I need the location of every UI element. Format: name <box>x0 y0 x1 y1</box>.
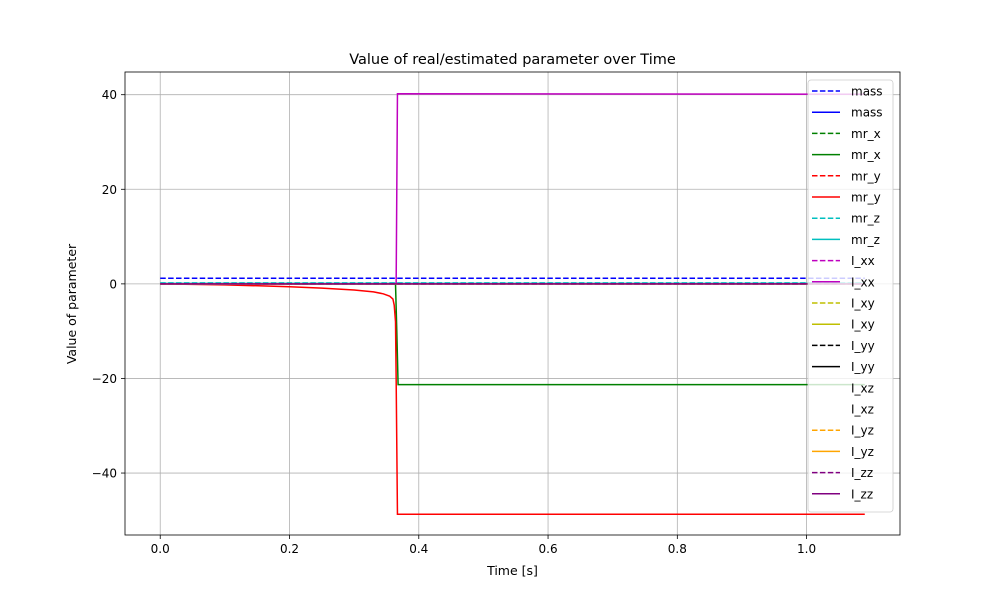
y-tick-label: 0 <box>109 277 117 291</box>
y-tick-label: 40 <box>102 88 117 102</box>
y-tick-label: 20 <box>102 183 117 197</box>
x-tick-label: 0.8 <box>668 542 687 556</box>
legend-entry-label: I_yy <box>851 360 875 374</box>
legend-entry-label: mass <box>851 106 883 120</box>
legend-entry-label: mr_y <box>851 169 881 183</box>
legend-entry-label: I_xz <box>851 403 874 417</box>
legend-entry-label: mr_x <box>851 127 881 141</box>
x-axis-label: Time [s] <box>486 563 538 578</box>
legend-entry-label: I_xy <box>851 318 875 332</box>
legend-entry-label: mr_z <box>851 233 880 247</box>
legend-entry-label: I_yz <box>851 445 874 459</box>
x-tick-label: 0.0 <box>151 542 170 556</box>
chart-title: Value of real/estimated parameter over T… <box>349 52 676 68</box>
legend-box <box>807 79 894 513</box>
legend-entry-label: mr_z <box>851 212 880 226</box>
legend-entry-label: I_xx <box>851 254 875 268</box>
legend-entry-label: I_xz <box>851 381 874 395</box>
y-tick-label: −20 <box>92 372 117 386</box>
x-tick-label: 0.2 <box>280 542 299 556</box>
series-line-mr-y-real <box>160 283 865 515</box>
legend-entry-label: mass <box>851 85 883 99</box>
legend-entry-label: I_yz <box>851 424 874 438</box>
legend-entry-label: I_zz <box>851 466 873 480</box>
x-tick-label: 0.6 <box>539 542 558 556</box>
plot-frame <box>124 71 901 536</box>
legend-entry-label: I_xx <box>851 275 875 289</box>
x-tick-label: 0.4 <box>409 542 428 556</box>
legend-entry-label: mr_x <box>851 148 881 162</box>
legend-entry-label: I_yy <box>851 339 875 353</box>
legend-entry-label: I_xy <box>851 297 875 311</box>
y-axis-label: Value of parameter <box>64 243 79 364</box>
legend-entry-label: mr_y <box>851 191 881 205</box>
y-tick-label: −40 <box>92 467 117 481</box>
x-tick-label: 1.0 <box>797 542 816 556</box>
legend-entry-label: I_zz <box>851 487 873 501</box>
